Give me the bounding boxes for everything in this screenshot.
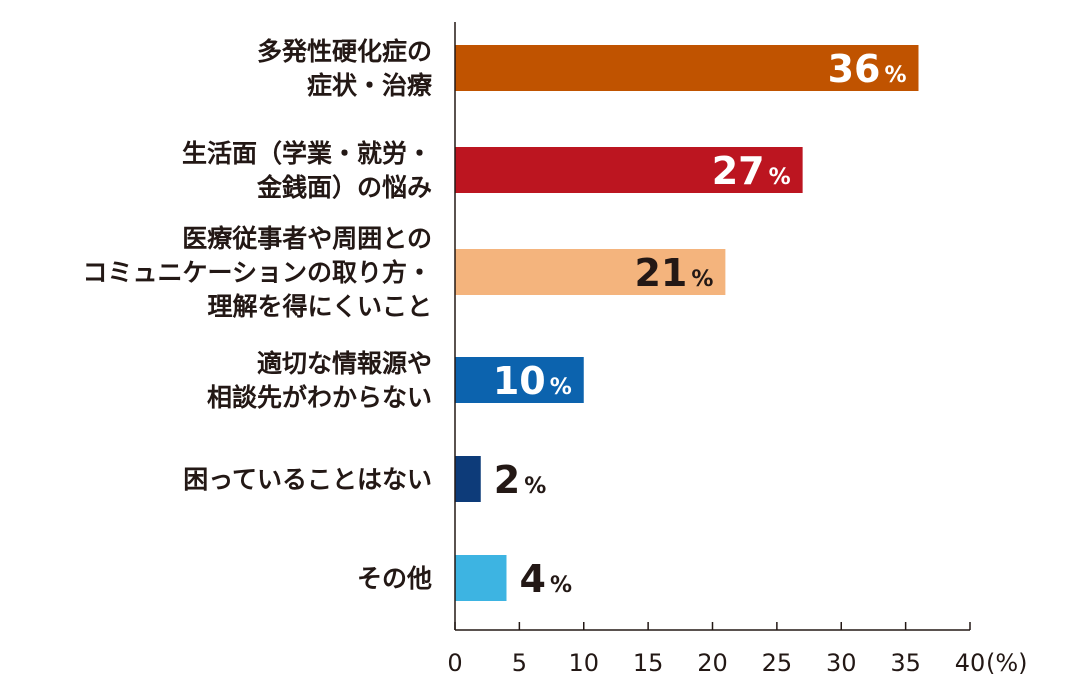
category-label: 医療従事者や周囲との bbox=[182, 224, 432, 253]
category-label: 理解を得にくいこと bbox=[207, 292, 432, 321]
data-label: 10% bbox=[493, 359, 572, 403]
bar bbox=[455, 249, 726, 295]
x-tick-label: 40 bbox=[955, 649, 986, 677]
data-label-unit: % bbox=[769, 165, 791, 190]
category-label: 適切な情報源や bbox=[257, 349, 432, 378]
data-label: 4% bbox=[520, 557, 573, 601]
x-axis-unit: (%) bbox=[986, 649, 1028, 677]
data-label-value: 27 bbox=[712, 149, 765, 193]
data-label-value: 2 bbox=[494, 458, 520, 502]
data-label: 27% bbox=[712, 149, 791, 193]
category-label: 多発性硬化症の bbox=[257, 37, 432, 66]
bar bbox=[455, 357, 584, 403]
x-tick-label: 20 bbox=[697, 649, 728, 677]
x-tick-label: 0 bbox=[447, 649, 462, 677]
x-tick-label: 35 bbox=[890, 649, 921, 677]
bar bbox=[455, 45, 919, 91]
data-label-unit: % bbox=[524, 474, 546, 499]
x-tick-label: 25 bbox=[762, 649, 793, 677]
data-label-unit: % bbox=[691, 267, 713, 292]
x-tick-label: 5 bbox=[512, 649, 527, 677]
data-label-value: 21 bbox=[634, 251, 687, 295]
data-label: 2% bbox=[494, 458, 547, 502]
category-label: 相談先がわからない bbox=[207, 383, 432, 412]
category-label: コミュニケーションの取り方・ bbox=[82, 258, 432, 287]
data-label: 21% bbox=[634, 251, 713, 295]
x-tick-label: 10 bbox=[568, 649, 599, 677]
bar bbox=[455, 555, 507, 601]
bar bbox=[455, 147, 803, 193]
category-label: 困っていることはない bbox=[183, 465, 432, 494]
data-label-value: 4 bbox=[520, 557, 546, 601]
data-label-value: 10 bbox=[493, 359, 546, 403]
category-label: 金銭面）の悩み bbox=[256, 173, 432, 202]
x-tick-label: 15 bbox=[633, 649, 664, 677]
category-label: その他 bbox=[357, 564, 432, 593]
data-label-value: 36 bbox=[828, 47, 881, 91]
bar bbox=[455, 456, 481, 502]
data-label: 36% bbox=[828, 47, 907, 91]
data-label-unit: % bbox=[884, 63, 906, 88]
data-label-unit: % bbox=[550, 375, 572, 400]
x-tick-label: 30 bbox=[826, 649, 857, 677]
data-label-unit: % bbox=[550, 573, 572, 598]
category-label: 生活面（学業・就労・ bbox=[182, 139, 432, 168]
category-label: 症状・治療 bbox=[307, 71, 432, 100]
